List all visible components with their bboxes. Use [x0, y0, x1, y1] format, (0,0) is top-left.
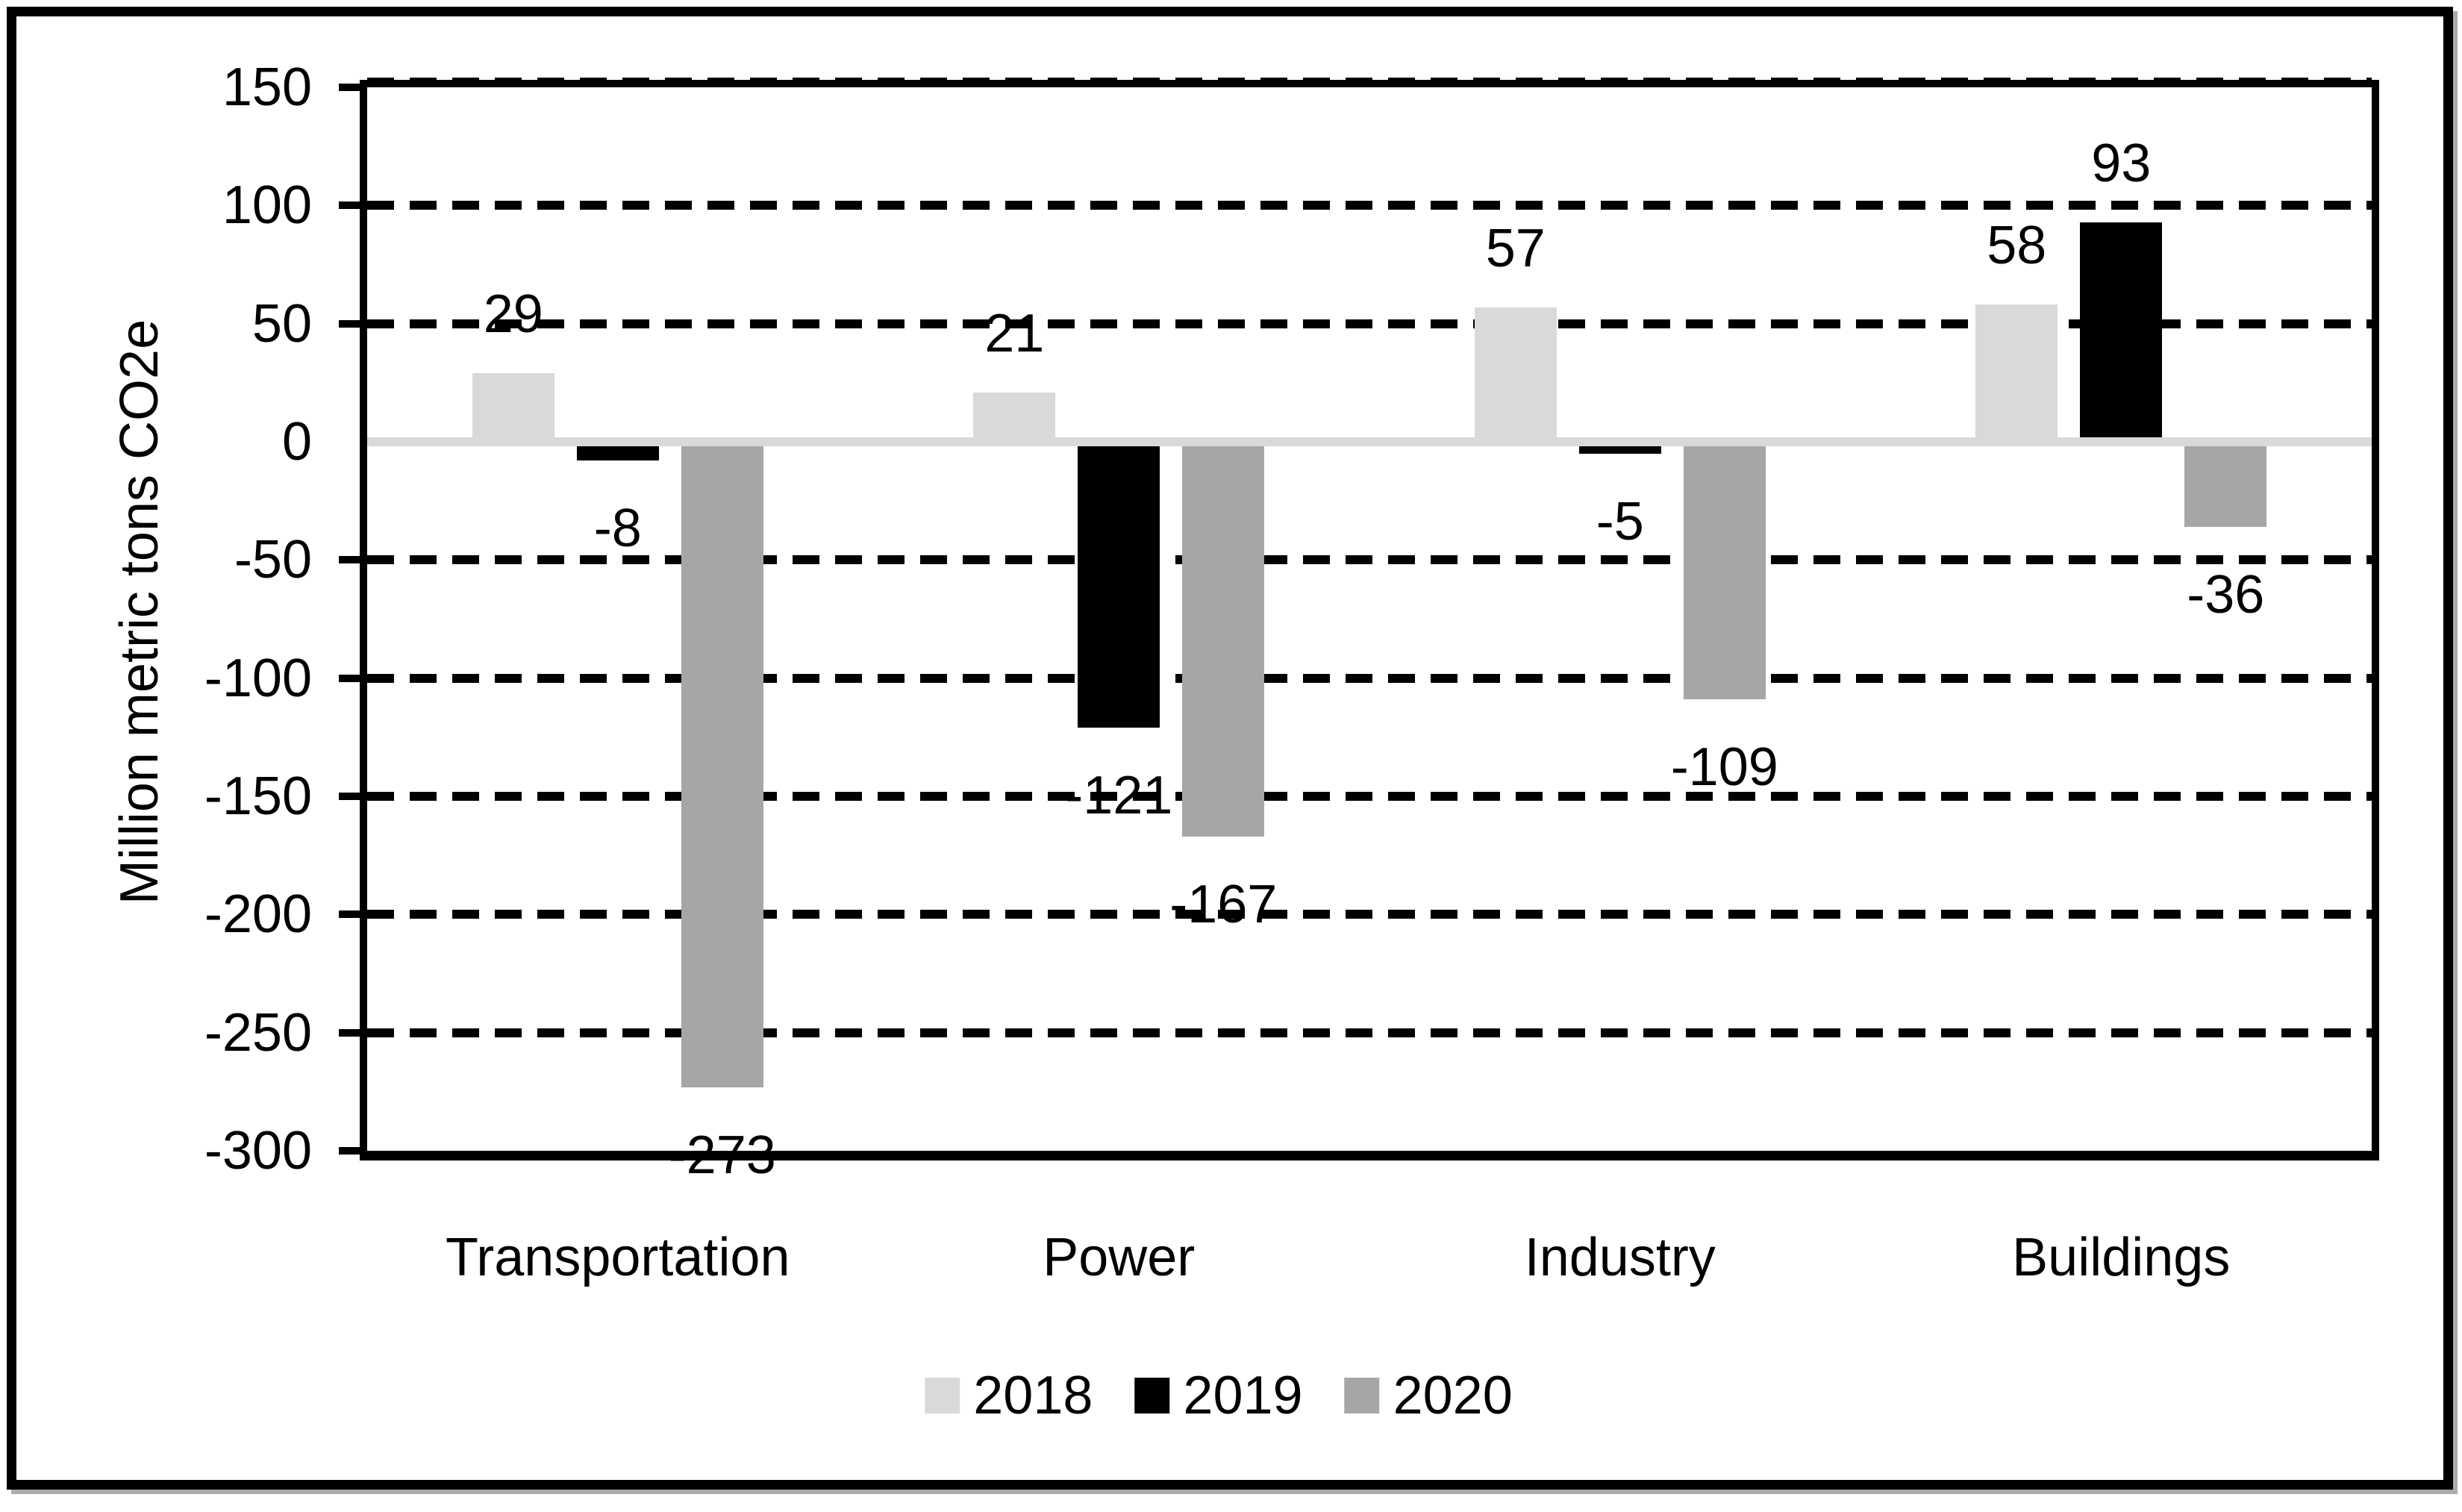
y-axis-tick--150	[339, 793, 367, 800]
category-label-buildings: Buildings	[2012, 1228, 2231, 1287]
legend-item-2019: 2019	[1134, 1366, 1303, 1425]
category-label-power: Power	[1043, 1228, 1196, 1287]
gridline--50	[367, 555, 2372, 565]
data-label-2018-power: 21	[984, 303, 1045, 363]
bar-2019-transportation	[576, 446, 659, 461]
gridline--200	[367, 910, 2372, 919]
bar-2020-industry	[1683, 446, 1766, 700]
bar-2020-transportation	[681, 446, 763, 1087]
bar-2020-buildings	[2184, 446, 2267, 527]
data-label-2018-transportation: 29	[483, 284, 543, 345]
y-tick-label--250: -250	[204, 1002, 312, 1063]
bar-2019-buildings	[2080, 222, 2163, 437]
data-label-2020-industry: -109	[1670, 737, 1778, 798]
y-axis-tick--250	[339, 1028, 367, 1037]
legend-swatch-2018	[925, 1378, 960, 1413]
y-axis-tick-100	[339, 202, 367, 210]
bar-2018-transportation	[472, 373, 554, 437]
legend-label-2020: 2020	[1393, 1366, 1513, 1425]
y-tick-label--150: -150	[204, 766, 312, 826]
zero-axis-line	[363, 437, 2372, 446]
legend: 2018 2019 2020	[925, 1366, 1513, 1425]
y-axis-tick--100	[339, 674, 367, 682]
legend-label-2019: 2019	[1183, 1366, 1303, 1425]
y-axis-tick--50	[339, 556, 367, 564]
gridline--250	[367, 1028, 2372, 1037]
y-tick-label-100: 100	[222, 175, 312, 236]
bar-2018-industry	[1474, 307, 1557, 437]
y-tick-label--100: -100	[204, 648, 312, 708]
y-axis-tick--200	[339, 910, 367, 919]
y-tick-label-0: 0	[281, 412, 312, 472]
category-label-transportation: Transportation	[445, 1228, 790, 1287]
bar-2018-buildings	[1975, 304, 2058, 437]
y-tick-label--300: -300	[204, 1121, 312, 1181]
legend-item-2020: 2020	[1344, 1366, 1513, 1425]
data-label-2019-buildings: 93	[2091, 133, 2152, 193]
y-axis-tick-150	[339, 84, 367, 91]
bar-2018-power	[973, 392, 1056, 437]
data-label-2020-transportation: -273	[668, 1125, 776, 1185]
data-label-2018-buildings: 58	[1987, 216, 2047, 276]
gridline-100	[367, 201, 2372, 210]
plot-top-border	[360, 80, 2379, 87]
category-label-industry: Industry	[1524, 1228, 1716, 1287]
plot-right-border	[2372, 80, 2379, 1160]
legend-label-2018: 2018	[973, 1366, 1093, 1425]
bar-2019-power	[1078, 446, 1160, 728]
data-label-2018-industry: 57	[1485, 218, 1546, 278]
bar-2020-power	[1182, 446, 1265, 837]
bar-2019-industry	[1578, 446, 1661, 454]
data-label-2020-power: -167	[1169, 874, 1278, 934]
y-axis-tick-50	[339, 319, 367, 328]
gridline--150	[367, 792, 2372, 801]
x-axis-line	[360, 1151, 2379, 1160]
legend-swatch-2019	[1134, 1378, 1170, 1413]
chart-outer-frame	[7, 7, 2453, 1490]
data-label-2019-transportation: -8	[593, 499, 642, 559]
y-axis-tick--300	[339, 1147, 367, 1155]
y-tick-label-150: 150	[222, 57, 312, 117]
data-label-2020-buildings: -36	[2187, 565, 2265, 625]
y-tick-label--200: -200	[204, 884, 312, 945]
legend-item-2018: 2018	[925, 1366, 1093, 1425]
gridline-50	[367, 319, 2372, 328]
y-axis-line	[360, 80, 367, 1160]
gridline--100	[367, 673, 2372, 683]
y-tick-label-50: 50	[251, 293, 312, 354]
data-label-2019-power: -121	[1065, 766, 1173, 826]
y-tick-label--50: -50	[234, 530, 312, 590]
data-label-2019-industry: -5	[1596, 491, 1644, 552]
y-axis-title: Million metric tons CO2e	[110, 319, 169, 905]
legend-swatch-2020	[1344, 1378, 1380, 1413]
